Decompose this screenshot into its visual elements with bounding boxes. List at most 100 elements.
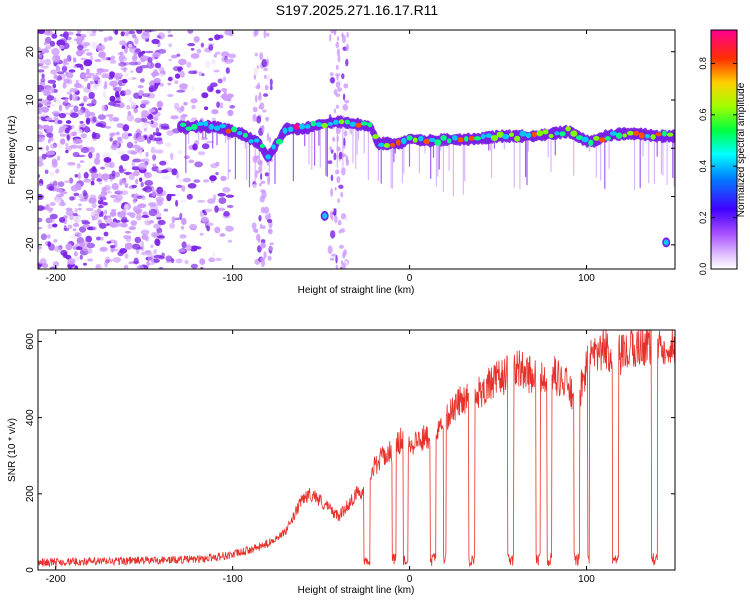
spectrogram-cell: [171, 216, 176, 224]
spectrogram-cell: [106, 241, 112, 244]
spectrogram-cell: [157, 219, 166, 226]
spectrogram-cell: [184, 259, 189, 265]
spectrogram-cell: [39, 81, 46, 87]
spectrogram-cell: [169, 222, 176, 229]
spectrogram-cell: [38, 227, 43, 230]
figure-title: S197.2025.271.16.17.R11: [276, 2, 439, 18]
spectrogram-cell: [333, 108, 336, 114]
spectrogram-cell: [38, 116, 42, 120]
spectrogram-cell: [50, 69, 58, 75]
spectrogram-cell: [128, 30, 136, 35]
spectrogram-cell: [321, 122, 329, 129]
spectrogram-cell: [145, 151, 149, 158]
spectrogram-cell: [265, 116, 269, 122]
spectrogram-cell: [263, 206, 270, 214]
spectrogram-cell: [138, 162, 147, 170]
spectrogram-cell: [223, 91, 227, 96]
spectrogram-cell: [178, 178, 183, 184]
spectrogram-cell: [199, 232, 204, 236]
colorbar-gradient: [710, 29, 738, 270]
spectrogram-cell: [85, 235, 92, 243]
spectrogram-cell: [151, 165, 160, 172]
spectrogram-cell: [217, 192, 226, 197]
spectrogram-cell: [121, 54, 126, 60]
spectrogram-cell: [168, 58, 173, 62]
spectrogram-cell: [94, 59, 102, 62]
spectrogram-cell: [418, 139, 420, 173]
spectrogram-cell: [219, 102, 224, 109]
spectrogram-cell: [54, 199, 62, 203]
spectrogram-cell: [180, 225, 185, 230]
spectrogram-cell: [330, 72, 334, 77]
spectrogram-cell: [345, 159, 349, 166]
spectrogram-cell: [181, 217, 187, 226]
spectrogram-cell: [346, 31, 349, 38]
spectrogram-cell: [190, 248, 198, 252]
spectrogram-cell: [47, 223, 53, 229]
spectrogram-cell: [263, 74, 267, 79]
spectrogram-cell: [355, 124, 357, 169]
spectrogram-cell: [101, 73, 110, 77]
spectrogram-cell: [219, 233, 226, 237]
spectrogram-cell: [340, 260, 343, 265]
spectrogram-cell: [145, 251, 152, 256]
spectrogram-cell: [282, 127, 288, 134]
spectrogram-cell: [47, 241, 51, 247]
spectrogram-cell: [225, 194, 235, 198]
spectrogram-cell: [114, 100, 121, 104]
spectrogram-cell: [104, 81, 108, 88]
spectrogram-cell: [123, 264, 129, 269]
colorbar-tick-label: 0.8: [698, 57, 708, 70]
spectrogram-cell: [152, 163, 157, 167]
spectrogram-cell: [168, 43, 172, 48]
spectrogram-cell: [438, 140, 440, 170]
spectrogram-cell: [217, 78, 223, 84]
spectrogram-cell: [200, 216, 209, 223]
spectrogram-cell: [161, 252, 165, 258]
spectrogram-cell: [56, 188, 63, 193]
spectrogram-cell: [337, 54, 341, 63]
spectrogram-cell: [318, 124, 320, 146]
spectrogram-cell: [190, 53, 200, 59]
spectrogram-cell: [266, 218, 273, 223]
spectrogram-cell: [121, 132, 130, 140]
spectrogram-cell: [140, 240, 145, 248]
spectrogram-cell: [102, 177, 106, 181]
spectrogram-cell: [64, 127, 70, 134]
spectrogram-cell: [83, 192, 89, 200]
spectrogram-cell: [662, 130, 667, 137]
spectrogram-cell: [527, 136, 529, 152]
spectrogram-cell: [109, 178, 113, 182]
x-tick-label: -200: [46, 273, 66, 284]
spectrogram-cell: [185, 126, 193, 131]
spectrogram-cell: [55, 168, 60, 174]
spectrogram-cell: [180, 122, 187, 128]
spectrogram-cell: [496, 131, 504, 138]
spectrogram-cell: [132, 243, 141, 250]
spectrogram-cell: [140, 229, 150, 235]
spectrogram-cell: [48, 119, 56, 123]
spectrogram-cell: [330, 230, 336, 239]
spectrogram-cell: [116, 123, 124, 128]
spectrogram-cell: [265, 154, 271, 160]
spectrogram-cell: [105, 191, 112, 194]
spectrogram-cell: [335, 169, 340, 175]
spectrogram-cell: [570, 130, 578, 137]
spectrogram-cell: [335, 264, 339, 269]
spectrogram-cell: [38, 137, 42, 143]
spectrogram-cell: [135, 178, 139, 185]
spectrogram-cell: [464, 136, 469, 142]
spectrogram-cell: [122, 179, 127, 185]
spectrogram-cell: [110, 144, 118, 151]
spectrogram-cell: [128, 46, 136, 53]
spectrogram-cell: [124, 183, 129, 189]
spectrogram-cell: [64, 98, 69, 104]
spectrogram-cell: [662, 136, 664, 176]
y-tick-label: 10: [25, 94, 36, 106]
spectrogram-cell: [124, 89, 132, 96]
spectrogram-cell: [268, 228, 273, 235]
spectrogram-cell: [87, 258, 94, 262]
spectrogram-cell: [198, 71, 203, 77]
spectrogram-cell: [380, 143, 382, 184]
spectrogram-cell: [462, 139, 464, 195]
